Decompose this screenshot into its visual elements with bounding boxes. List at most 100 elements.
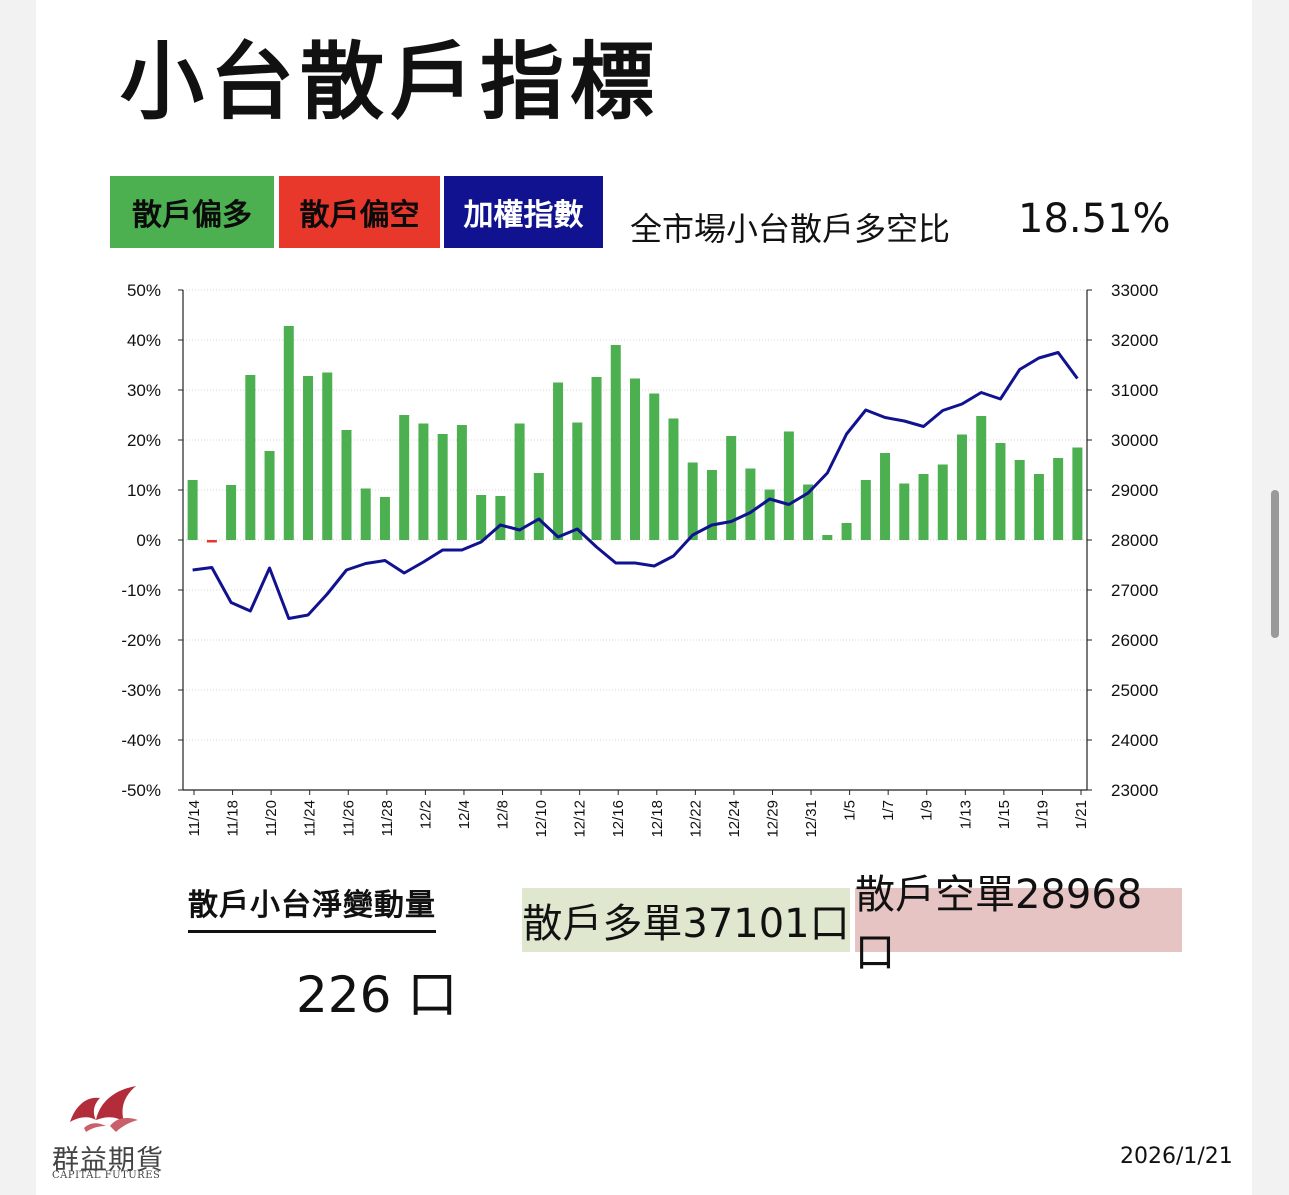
x-tick-label: 12/18 xyxy=(649,800,666,838)
net-change-value: 226 口 xyxy=(296,966,458,1024)
x-tick-label: 11/20 xyxy=(263,800,280,836)
bar-positive xyxy=(995,443,1006,540)
legend-index: 加權指數 xyxy=(444,176,603,248)
x-tick-label: 12/24 xyxy=(726,800,743,838)
net-change-label: 散戶小台淨變動量 xyxy=(188,880,436,933)
left-tick-label: -40% xyxy=(121,731,161,750)
bar-positive xyxy=(418,423,429,540)
right-tick-label: 25000 xyxy=(1111,681,1158,700)
bar-positive xyxy=(187,480,198,540)
right-tick-label: 29000 xyxy=(1111,481,1158,500)
page-title: 小台散戶指標 xyxy=(120,33,661,131)
brand-name-en: CAPITAL FUTURES xyxy=(52,1170,161,1181)
bars xyxy=(187,326,1083,543)
index-line xyxy=(192,351,1079,620)
left-tick-label: 30% xyxy=(127,381,161,400)
bar-positive xyxy=(360,488,371,540)
bar-positive xyxy=(437,434,448,540)
x-tick-label: 1/9 xyxy=(919,800,936,821)
bar-positive xyxy=(283,326,294,540)
x-tick-label: 1/21 xyxy=(1073,800,1090,829)
x-tick-label: 1/5 xyxy=(842,800,859,821)
bar-positive xyxy=(1033,474,1044,540)
bar-positive xyxy=(245,375,256,540)
right-tick-label: 33000 xyxy=(1111,281,1158,300)
bar-positive xyxy=(956,434,967,540)
bar-positive xyxy=(553,382,564,540)
x-tick-label: 12/4 xyxy=(456,800,473,829)
bar-positive xyxy=(745,468,756,540)
right-tick-label: 32000 xyxy=(1111,331,1158,350)
bar-positive xyxy=(976,416,987,540)
left-tick-label: 10% xyxy=(127,481,161,500)
left-tick-label: 50% xyxy=(127,281,161,300)
bar-negative xyxy=(206,540,217,543)
x-tick-label: 12/16 xyxy=(610,800,627,838)
bar-positive xyxy=(322,372,333,540)
bar-positive xyxy=(572,422,583,540)
short-orders-box: 散戶空單28968口 xyxy=(855,872,1182,976)
x-tick-label: 12/22 xyxy=(687,800,704,838)
left-tick-label: 20% xyxy=(127,431,161,450)
x-tick-label: 11/18 xyxy=(225,800,242,836)
x-tick-label: 12/10 xyxy=(533,800,550,838)
right-tick-label: 26000 xyxy=(1111,631,1158,650)
legend-long: 散戶偏多 xyxy=(110,176,274,248)
bar-positive xyxy=(1014,460,1025,540)
bar-positive xyxy=(533,473,544,540)
right-tick-label: 28000 xyxy=(1111,531,1158,550)
bar-positive xyxy=(456,425,467,540)
left-tick-label: -10% xyxy=(121,581,161,600)
left-tick-label: -50% xyxy=(121,781,161,800)
bar-positive xyxy=(860,480,871,540)
x-tick-label: 1/19 xyxy=(1034,800,1051,829)
x-tick-label: 11/26 xyxy=(340,800,357,836)
bar-positive xyxy=(822,535,833,540)
bar-positive xyxy=(341,430,352,540)
left-tick-label: 0% xyxy=(136,531,161,550)
bar-positive xyxy=(514,423,525,540)
x-tick-label: 11/24 xyxy=(302,800,319,836)
axes: 50% 40% 30% 20% 10% 0% -10% -20% -30% -40% -50% 330… xyxy=(121,281,1158,838)
bar-positive xyxy=(629,378,641,540)
left-tick-label: -30% xyxy=(121,681,161,700)
x-tick-label: 12/31 xyxy=(803,800,820,838)
right-tick-label: 30000 xyxy=(1111,431,1158,450)
bar-positive xyxy=(476,495,487,540)
bar-positive xyxy=(937,464,948,540)
x-tick-label: 11/28 xyxy=(379,800,396,836)
bar-positive xyxy=(649,393,660,540)
bar-positive xyxy=(668,418,679,540)
bar-positive xyxy=(899,483,910,540)
bar-positive xyxy=(880,453,891,540)
ratio-label: 全市場小台散戶多空比 xyxy=(630,210,951,248)
bar-positive xyxy=(591,377,602,540)
bar-positive xyxy=(399,415,410,540)
bar-positive xyxy=(764,489,775,540)
bar-positive xyxy=(264,451,275,540)
legend-short: 散戶偏空 xyxy=(279,176,440,248)
bar-positive xyxy=(226,485,237,540)
x-tick-label: 12/2 xyxy=(417,800,434,829)
report-date: 2026/1/21 xyxy=(1120,1144,1233,1169)
left-tick-label: -20% xyxy=(121,631,161,650)
bar-positive xyxy=(918,474,929,540)
retail-indicator-chart: 50% 40% 30% 20% 10% 0% -10% -20% -30% -40% -50% 330… xyxy=(121,281,1158,838)
long-orders-box: 散戶多單37101口 xyxy=(522,888,850,952)
bar-positive xyxy=(726,436,737,540)
x-tick-label: 12/29 xyxy=(764,800,781,838)
capital-futures-logo xyxy=(70,1086,138,1132)
right-tick-label: 24000 xyxy=(1111,731,1158,750)
bar-positive xyxy=(841,523,852,540)
right-tick-label: 31000 xyxy=(1111,381,1158,400)
ratio-value: 18.51% xyxy=(1018,196,1171,242)
bar-positive xyxy=(610,345,621,540)
vertical-scrollbar[interactable] xyxy=(1271,490,1279,638)
index-line-group xyxy=(192,351,1079,620)
bar-positive xyxy=(1053,458,1064,540)
x-tick-label: 12/12 xyxy=(572,800,589,838)
x-tick-label: 11/14 xyxy=(186,800,203,836)
bar-positive xyxy=(687,462,698,540)
right-tick-label: 23000 xyxy=(1111,781,1158,800)
left-tick-label: 40% xyxy=(127,331,161,350)
